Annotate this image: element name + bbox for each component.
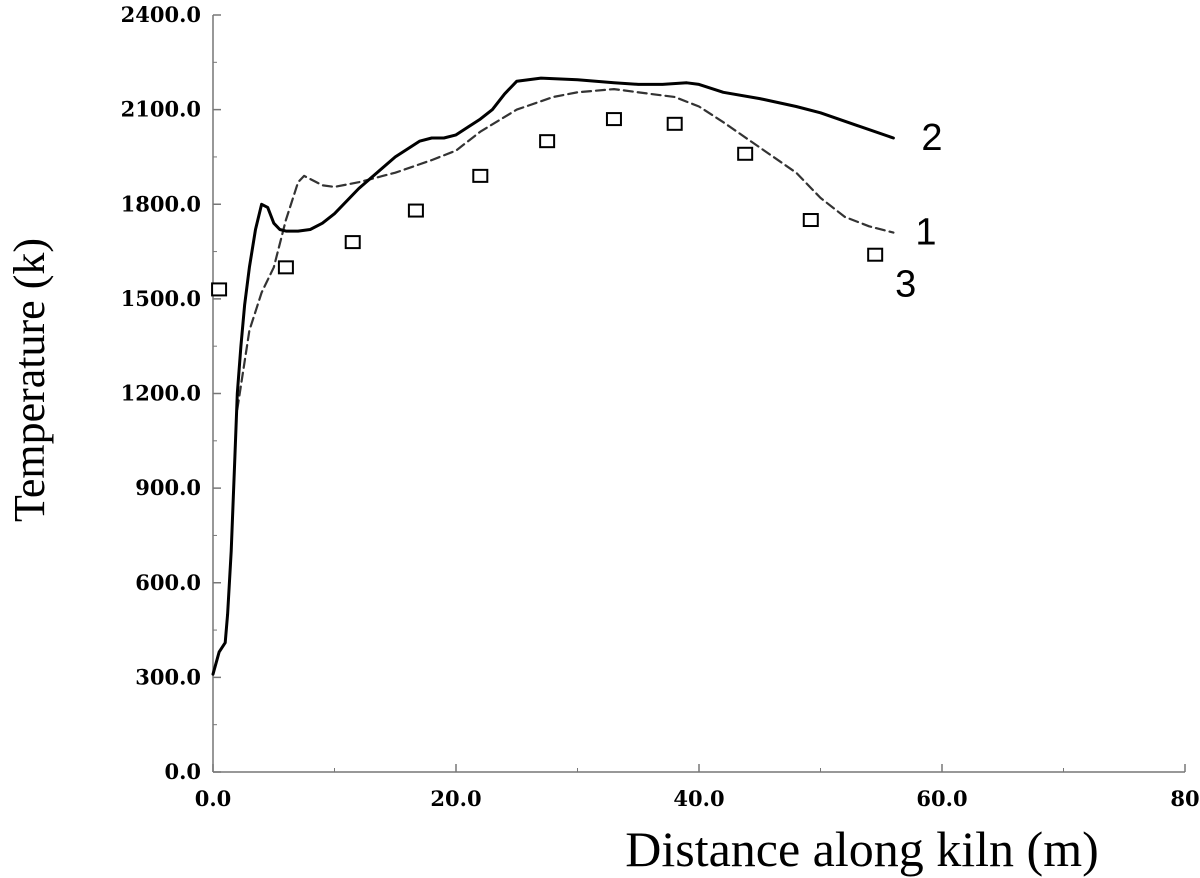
x-tick-label: 80 [1170, 786, 1199, 811]
x-tick-label: 60.0 [916, 786, 967, 811]
y-axis-title: Temperature (k) [5, 238, 54, 522]
x-axis-title: Distance along kiln (m) [625, 821, 1099, 877]
series-layer [211, 76, 895, 676]
y-ticks: 0.0 300.0 600.0 900.0 1200.0 1500.0 1800.0 2100… [121, 2, 221, 784]
curve-label-1: 1 [915, 212, 936, 254]
curve-label-2: 2 [921, 117, 942, 159]
y-tick-label: 1800.0 [121, 191, 201, 216]
x-tick-label: 40.0 [673, 786, 724, 811]
curve-label-3: 3 [895, 264, 916, 306]
data-point [211, 282, 228, 297]
curve-labels: 2 1 3 [895, 117, 942, 306]
data-point [666, 116, 683, 131]
data-point [867, 247, 884, 262]
y-tick-label: 300.0 [135, 664, 201, 689]
data-point [407, 203, 424, 218]
data-point [344, 235, 361, 250]
series-1-line [236, 88, 895, 411]
series-3-markers [211, 112, 884, 297]
axes [212, 15, 1185, 773]
y-tick-label: 2100.0 [121, 97, 201, 122]
y-tick-label: 1500.0 [121, 286, 201, 311]
data-point [472, 168, 489, 183]
y-tick-label: 0.0 [164, 759, 201, 784]
data-point [605, 112, 622, 127]
data-point [539, 134, 556, 149]
x-ticks: 0.0 20.0 40.0 60.0 80 [195, 764, 1200, 811]
data-point [737, 146, 754, 161]
data-point [802, 213, 819, 228]
y-tick-label: 600.0 [135, 570, 201, 595]
y-tick-label: 2400.0 [121, 2, 201, 27]
x-tick-label: 20.0 [430, 786, 481, 811]
x-tick-label: 0.0 [195, 786, 232, 811]
series-2-line [211, 76, 895, 676]
y-tick-label: 1200.0 [121, 381, 201, 406]
data-point [277, 260, 294, 275]
y-tick-label: 900.0 [135, 475, 201, 500]
